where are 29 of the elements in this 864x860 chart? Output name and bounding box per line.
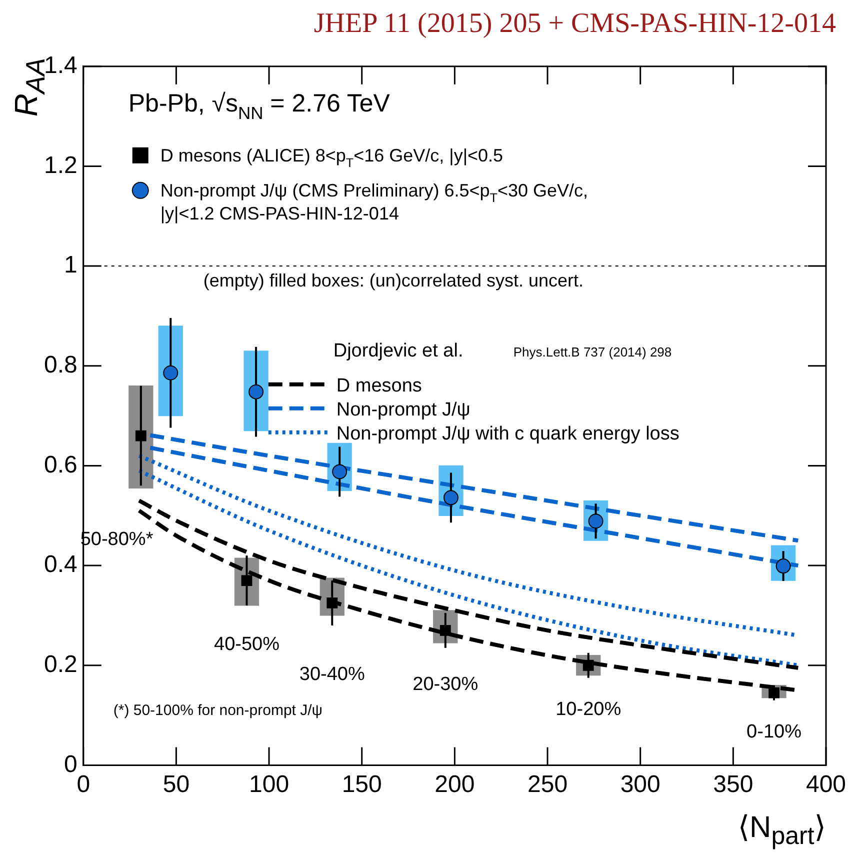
legend-label: Non-prompt J/ψ xyxy=(336,399,470,420)
chart-title: JHEP 11 (2015) 205 + CMS-PAS-HIN-12-014 xyxy=(314,8,836,40)
y-tick-label: 0.2 xyxy=(44,650,78,678)
annotation: 10-20% xyxy=(556,698,622,720)
x-tick-label: 200 xyxy=(434,771,475,798)
y-tick-label: 1.2 xyxy=(44,152,78,179)
annotation: 20-30% xyxy=(412,674,478,695)
x-tick-label: 400 xyxy=(806,771,846,798)
y-tick-label: 1 xyxy=(64,252,78,279)
annotation: 0-10% xyxy=(746,721,802,742)
annotation: 40-50% xyxy=(214,634,280,655)
x-axis-title: ⟨N$_{part}$⟩ xyxy=(738,810,826,851)
x-tick-label: 250 xyxy=(527,771,568,798)
legend-label: D mesons xyxy=(336,375,422,396)
annotation: Djordjevic et al. xyxy=(333,340,464,362)
legend-label: Non-prompt J/ψ with c quark energy loss xyxy=(336,423,680,444)
annotation: Phys.Lett.B 737 (2014) 298 xyxy=(513,344,672,360)
x-tick-label: 300 xyxy=(620,771,660,798)
annotation: (empty) filled boxes: (un)correlated syst. uncert. xyxy=(203,270,584,290)
y-tick-label: 0.6 xyxy=(44,451,78,478)
y-tick-label: 0 xyxy=(64,750,78,778)
x-tick-label: 350 xyxy=(713,771,754,798)
x-tick-label: 150 xyxy=(342,771,382,798)
x-tick-label: 100 xyxy=(249,771,290,798)
y-tick-label: 0.4 xyxy=(44,551,78,578)
x-tick-label: 50 xyxy=(162,771,190,798)
annotation: (*) 50-100% for non-prompt J/ψ xyxy=(113,702,322,720)
y-tick-label: 0.8 xyxy=(44,352,78,379)
annotation: 30-40% xyxy=(299,664,365,685)
